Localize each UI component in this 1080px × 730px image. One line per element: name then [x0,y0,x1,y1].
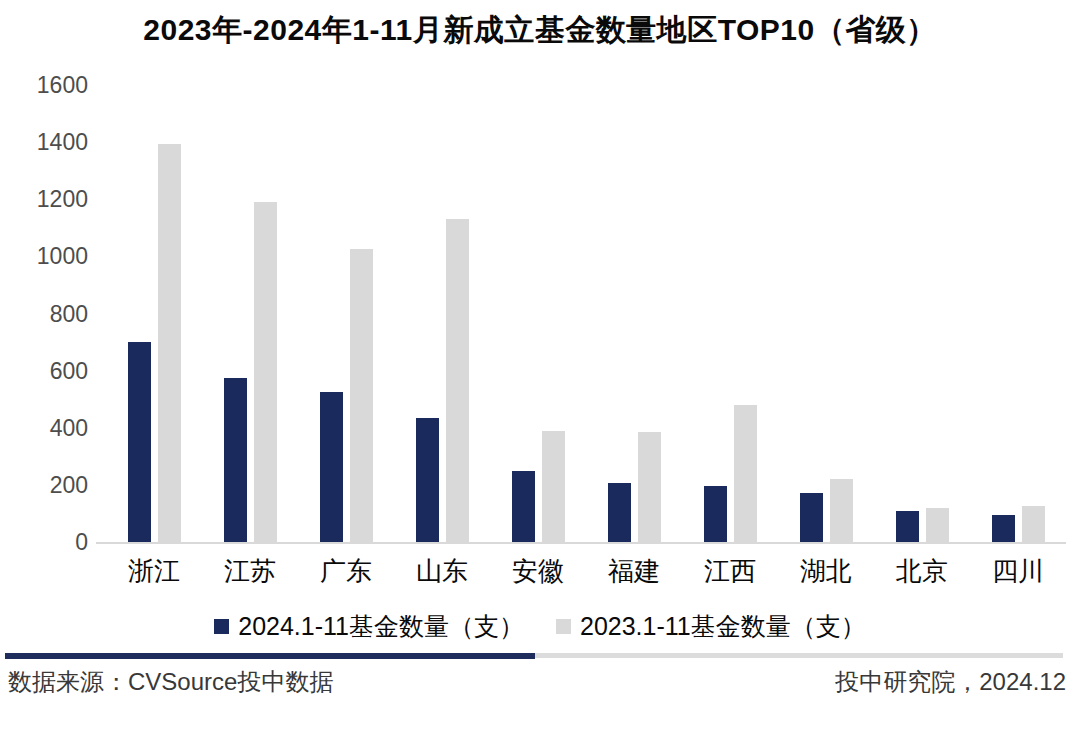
bar-group [586,85,682,542]
bar-2024 [512,471,535,542]
bar-2023 [158,144,181,542]
legend-item-2023: 2023.1-11基金数量（支） [556,610,866,643]
y-tick-label: 600 [6,358,88,384]
plot-area: 02004006008001000120014001600 [106,85,1066,542]
data-source-text: 数据来源：CVSource投中数据 [8,666,333,698]
bar-group [394,85,490,542]
x-axis-label: 浙江 [106,554,202,589]
legend-swatch-2023 [556,619,571,634]
bar-group [298,85,394,542]
bar-2024 [320,392,343,542]
legend-label-2023: 2023.1-11基金数量（支） [580,610,866,643]
bar-2024 [416,418,439,542]
bar-group [682,85,778,542]
y-tick-label: 0 [6,529,88,555]
chart-legend: 2024.1-11基金数量（支） 2023.1-11基金数量（支） [0,610,1080,643]
bar-group [490,85,586,542]
x-axis-label: 福建 [586,554,682,589]
y-tick-label: 400 [6,415,88,441]
legend-label-2024: 2024.1-11基金数量（支） [238,610,524,643]
footer-divider-left [5,653,535,659]
y-tick-label: 1400 [6,129,88,155]
bar-2023 [830,479,853,542]
x-axis-label: 江苏 [202,554,298,589]
bar-2023 [926,508,949,542]
x-axis-label: 山东 [394,554,490,589]
bar-2023 [542,431,565,542]
x-axis-label: 安徽 [490,554,586,589]
x-axis-label: 湖北 [778,554,874,589]
x-axis-label: 北京 [874,554,970,589]
y-tick-label: 1200 [6,186,88,212]
chart-page: 2023年-2024年1-11月新成立基金数量地区TOP10（省级） 02004… [0,0,1080,730]
footer-divider-right [535,653,1063,658]
bar-2023 [446,219,469,542]
y-axis: 02004006008001000120014001600 [6,85,94,542]
bar-2023 [350,249,373,542]
x-axis-label: 四川 [970,554,1066,589]
x-axis-labels: 浙江江苏广东山东安徽福建江西湖北北京四川 [106,554,1066,589]
bar-group [970,85,1066,542]
y-tick-label: 800 [6,301,88,327]
bar-2024 [224,378,247,542]
x-axis-label: 江西 [682,554,778,589]
legend-item-2024: 2024.1-11基金数量（支） [214,610,524,643]
legend-swatch-2024 [214,619,229,634]
bar-group [106,85,202,542]
bar-group [874,85,970,542]
bar-2024 [128,342,151,542]
publisher-date-text: 投中研究院，2024.12 [835,666,1066,698]
bar-2024 [608,483,631,542]
chart-title: 2023年-2024年1-11月新成立基金数量地区TOP10（省级） [0,10,1080,51]
bar-group [778,85,874,542]
bar-2023 [1022,506,1045,542]
bar-2023 [638,432,661,542]
bar-2024 [896,511,919,542]
bar-group [202,85,298,542]
bar-2024 [992,515,1015,542]
bar-2024 [800,493,823,542]
bar-2024 [704,486,727,542]
bars-layer [106,85,1066,542]
y-tick-label: 1000 [6,243,88,269]
y-tick-label: 200 [6,472,88,498]
bar-2023 [254,202,277,542]
x-axis-label: 广东 [298,554,394,589]
y-tick-label: 1600 [6,72,88,98]
bar-2023 [734,405,757,542]
x-axis-line [96,542,1066,544]
